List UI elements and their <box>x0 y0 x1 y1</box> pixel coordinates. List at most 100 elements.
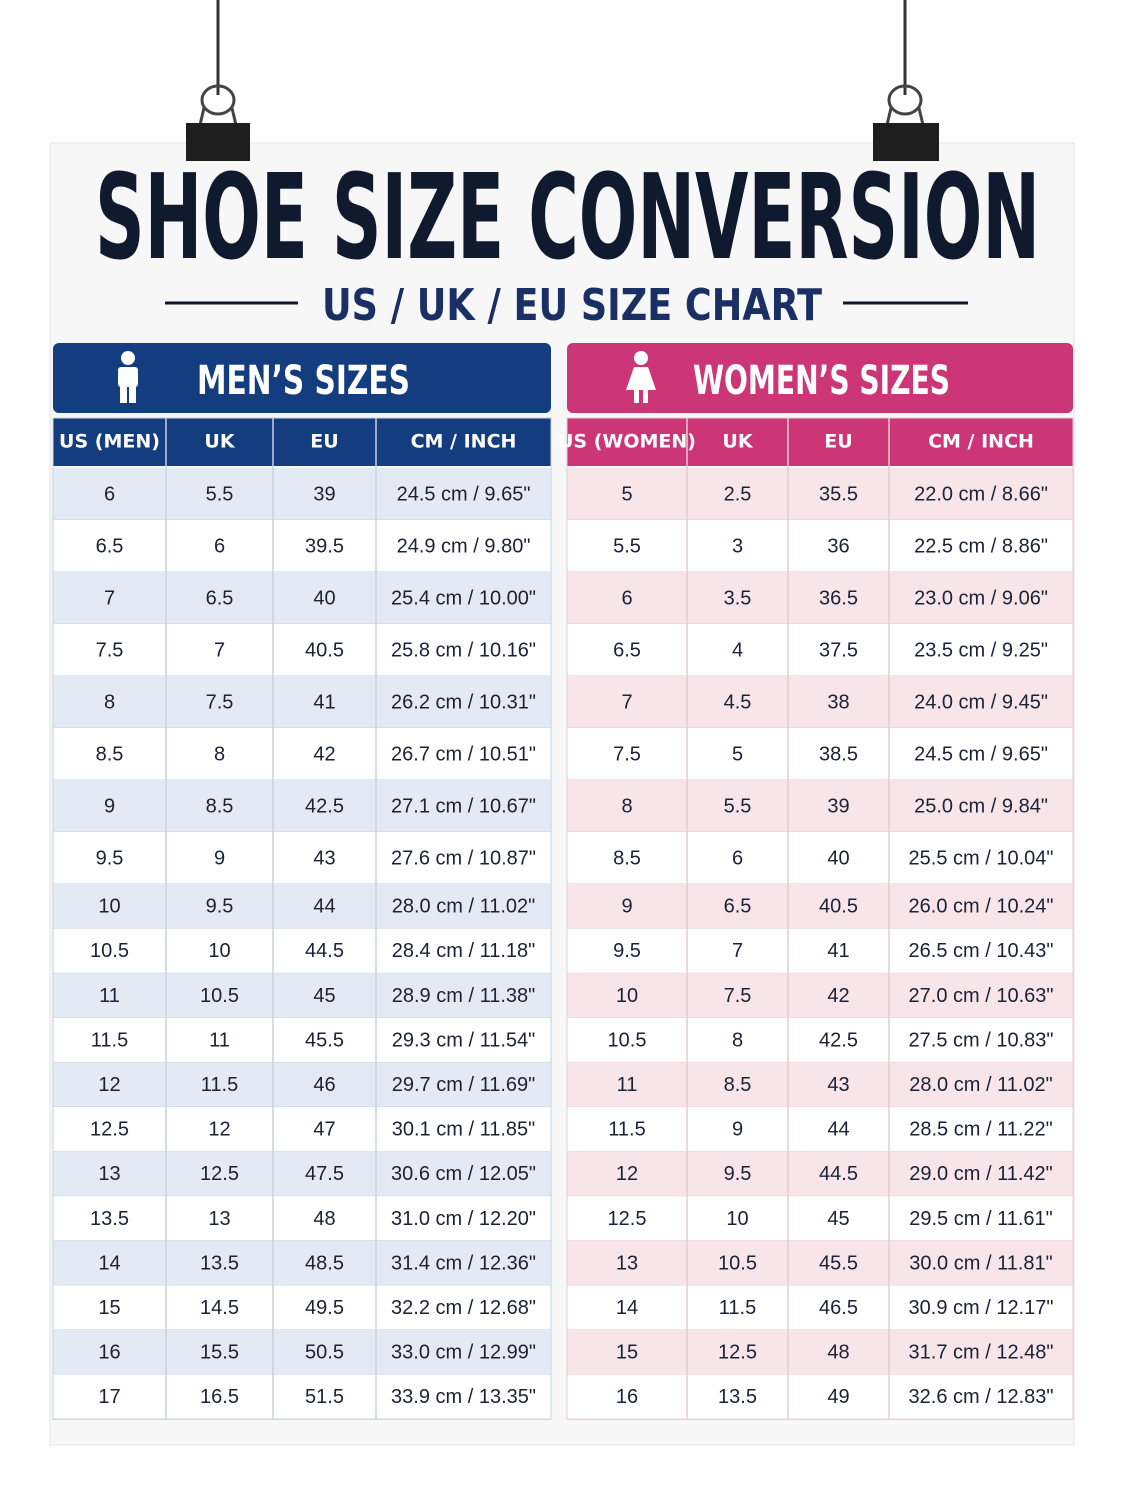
table-cell: 27.1 cm / 10.67" <box>391 795 536 817</box>
table-cell: 5 <box>621 483 632 505</box>
table-cell: 27.0 cm / 10.63" <box>909 985 1054 1007</box>
table-row <box>567 928 1073 974</box>
table-cell: 9 <box>621 896 632 918</box>
table-cell: 49 <box>827 1386 849 1408</box>
table-cell: 42.5 <box>819 1029 858 1051</box>
table-cell: 13.5 <box>90 1208 129 1230</box>
table-cell: 49.5 <box>305 1297 344 1319</box>
table-cell: 8 <box>214 743 225 765</box>
table-cell: 26.5 cm / 10.43" <box>909 940 1054 962</box>
column-header: EU <box>310 431 338 453</box>
table-cell: 41 <box>827 940 849 962</box>
table-cell: 40.5 <box>819 896 858 918</box>
table-cell: 6.5 <box>206 587 234 609</box>
table-cell: 28.9 cm / 11.38" <box>392 985 535 1007</box>
table-row <box>53 1196 551 1241</box>
table-cell: 44.5 <box>819 1163 858 1185</box>
table-row <box>53 928 551 974</box>
table-row <box>567 728 1073 780</box>
table-cell: 40 <box>313 587 335 609</box>
table-cell: 7 <box>732 940 743 962</box>
women-banner <box>567 343 1073 413</box>
table-row <box>53 520 551 572</box>
table-cell: 6 <box>621 587 632 609</box>
table-cell: 44 <box>827 1119 849 1141</box>
column-header: US (WOMEN) <box>558 431 696 453</box>
table-cell: 45.5 <box>305 1029 344 1051</box>
table-cell: 27.6 cm / 10.87" <box>391 847 536 869</box>
table-cell: 9.5 <box>206 896 234 918</box>
table-cell: 7 <box>104 587 115 609</box>
table-cell: 42 <box>313 743 335 765</box>
table-cell: 14 <box>98 1252 120 1274</box>
table-cell: 25.4 cm / 10.00" <box>391 587 536 609</box>
table-cell: 7.5 <box>724 985 752 1007</box>
binder-clip <box>885 84 925 126</box>
table-cell: 22.5 cm / 8.86" <box>914 535 1048 557</box>
binder-clip <box>873 123 939 161</box>
table-cell: 48 <box>827 1342 849 1364</box>
table-row <box>53 1151 551 1197</box>
table-cell: 10 <box>726 1208 748 1230</box>
table-row <box>567 1196 1073 1241</box>
table-cell: 16 <box>616 1386 638 1408</box>
subtitle: US / UK / EU SIZE CHART <box>322 280 822 331</box>
table-row <box>53 1240 551 1286</box>
table-cell: 31.0 cm / 12.20" <box>391 1208 536 1230</box>
table-cell: 13.5 <box>200 1252 239 1274</box>
table-cell: 42.5 <box>305 795 344 817</box>
table-cell: 31.4 cm / 12.36" <box>391 1252 536 1274</box>
binder-clip <box>198 84 238 126</box>
table-row <box>53 1285 551 1330</box>
table-row <box>53 1062 551 1107</box>
table-cell: 32.2 cm / 12.68" <box>391 1297 536 1319</box>
table-row <box>53 1107 551 1152</box>
table-cell: 40.5 <box>305 639 344 661</box>
table-cell: 12 <box>98 1074 120 1096</box>
table-cell: 30.1 cm / 11.85" <box>392 1119 535 1141</box>
table-cell: 25.0 cm / 9.84" <box>914 795 1048 817</box>
table-cell: 29.5 cm / 11.61" <box>909 1208 1052 1230</box>
column-header: CM / INCH <box>928 431 1034 453</box>
table-cell: 33.9 cm / 13.35" <box>391 1386 536 1408</box>
table-row <box>53 468 551 520</box>
table-cell: 25.8 cm / 10.16" <box>391 639 536 661</box>
table-row <box>53 780 551 832</box>
table-cell: 11.5 <box>91 1029 128 1051</box>
table-cell: 40 <box>827 847 849 869</box>
men-title: MEN’S SIZES <box>197 358 410 404</box>
man-icon <box>118 351 138 403</box>
table-cell: 4.5 <box>724 691 752 713</box>
table-cell: 23.0 cm / 9.06" <box>914 587 1048 609</box>
table-cell: 13 <box>616 1252 638 1274</box>
table-row <box>53 973 551 1018</box>
table-cell: 9 <box>732 1119 743 1141</box>
table-row <box>567 520 1073 572</box>
table-row <box>53 728 551 780</box>
table-cell: 48.5 <box>305 1252 344 1274</box>
table-cell: 12 <box>616 1163 638 1185</box>
table-cell: 46 <box>313 1074 335 1096</box>
table-row <box>567 1107 1073 1152</box>
table-cell: 11 <box>99 985 120 1007</box>
table-cell: 6.5 <box>613 639 641 661</box>
table-cell: 8.5 <box>206 795 234 817</box>
table-cell: 6 <box>104 483 115 505</box>
table-cell: 5.5 <box>724 795 752 817</box>
table-cell: 8 <box>732 1029 743 1051</box>
table-cell: 14 <box>616 1297 638 1319</box>
table-cell: 48 <box>313 1208 335 1230</box>
table-cell: 6.5 <box>724 896 752 918</box>
table-cell: 30.6 cm / 12.05" <box>391 1163 536 1185</box>
table-cell: 36 <box>827 535 849 557</box>
table-cell: 10.5 <box>718 1252 757 1274</box>
table-cell: 5 <box>732 743 743 765</box>
table-cell: 26.7 cm / 10.51" <box>391 743 536 765</box>
table-cell: 26.2 cm / 10.31" <box>391 691 536 713</box>
table-cell: 16.5 <box>200 1386 239 1408</box>
table-cell: 45.5 <box>819 1252 858 1274</box>
table-cell: 12.5 <box>608 1208 647 1230</box>
table-cell: 3.5 <box>724 587 752 609</box>
table-cell: 11 <box>617 1074 638 1096</box>
